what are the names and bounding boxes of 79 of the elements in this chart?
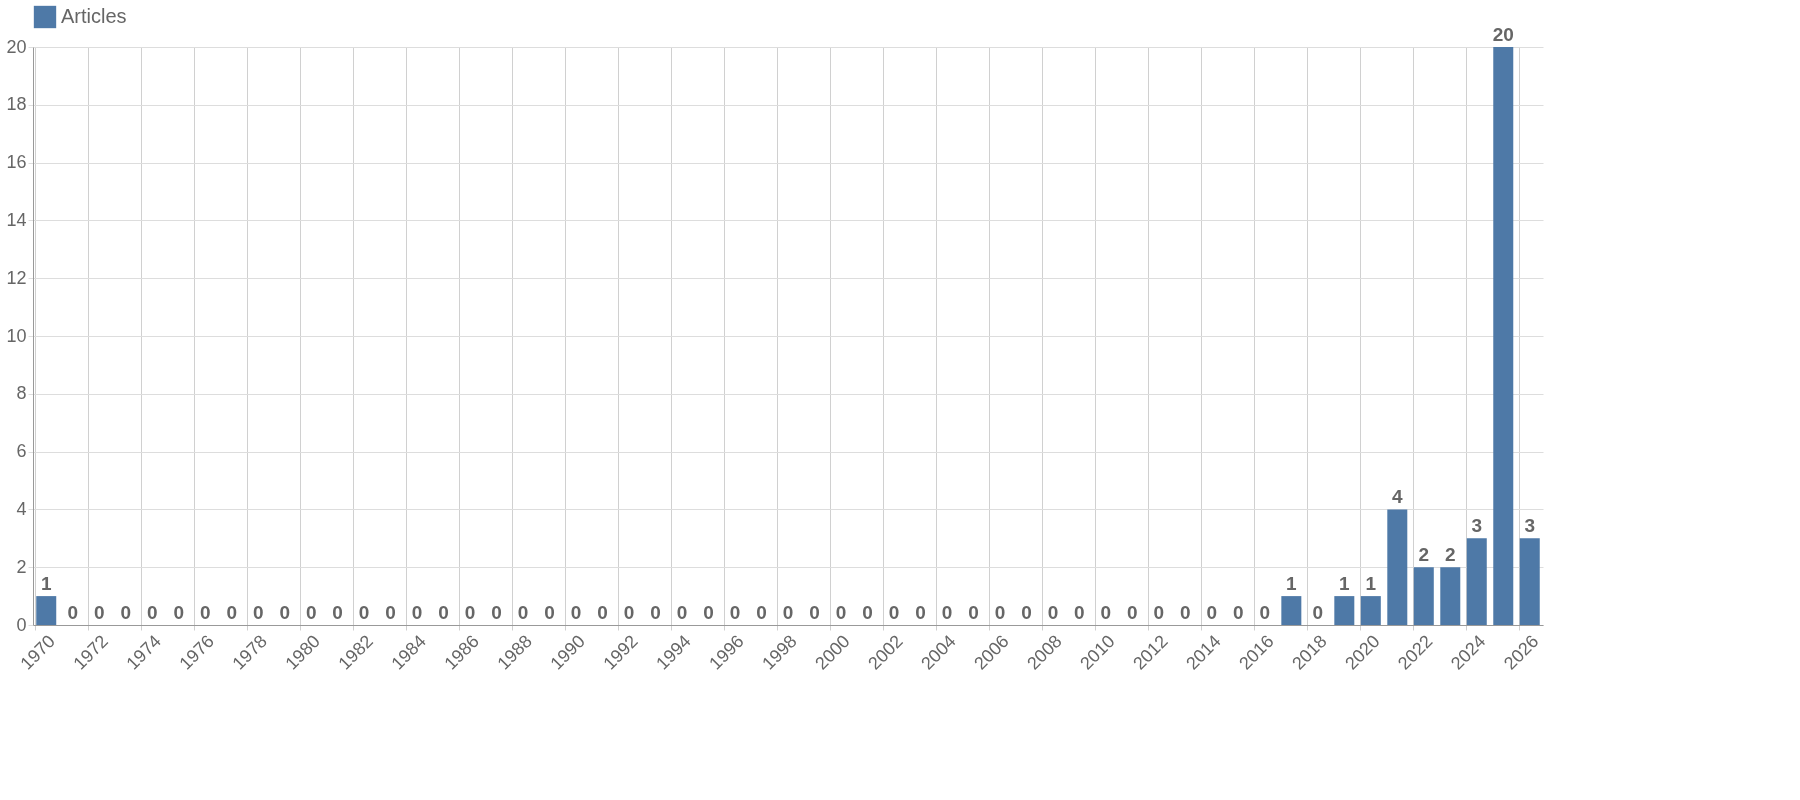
data-label: 1 (1339, 573, 1351, 595)
data-label: 0 (915, 602, 926, 623)
y-tick-label: 0 (16, 614, 27, 635)
data-label: 2 (1418, 544, 1430, 566)
bar (1493, 47, 1514, 625)
data-label: 0 (1074, 602, 1085, 623)
data-label: 0 (93, 602, 105, 623)
data-label: 0 (358, 602, 370, 623)
data-label: 0 (252, 602, 264, 623)
data-label: 0 (146, 602, 158, 623)
data-label: 0 (491, 602, 502, 623)
data-label: 0 (835, 602, 847, 623)
bar (1387, 509, 1408, 625)
bar (36, 596, 57, 625)
data-label: 0 (888, 602, 900, 623)
data-label: 0 (279, 602, 290, 623)
data-label: 0 (597, 602, 608, 623)
data-label: 0 (703, 602, 714, 623)
y-tick-label: 16 (6, 152, 27, 173)
data-label: 0 (623, 602, 635, 623)
data-label: 0 (1180, 602, 1191, 623)
bar (1413, 567, 1434, 625)
data-label: 0 (1021, 602, 1032, 623)
data-label: 0 (1206, 602, 1218, 623)
y-tick-label: 8 (16, 383, 27, 404)
data-label: 0 (570, 602, 582, 623)
data-label: 0 (1153, 602, 1165, 623)
data-label: 0 (968, 602, 979, 623)
y-tick-label: 18 (6, 94, 27, 115)
data-label: 3 (1524, 515, 1536, 537)
data-label: 0 (517, 602, 529, 623)
y-tick-label: 14 (6, 209, 27, 230)
bar (1334, 596, 1355, 625)
data-label: 0 (226, 602, 237, 623)
data-label: 1 (40, 573, 52, 595)
data-label: 0 (729, 602, 741, 623)
y-tick-label: 20 (6, 36, 27, 57)
bar (1360, 596, 1381, 625)
data-label: 2 (1444, 544, 1456, 566)
y-tick-label: 6 (16, 441, 27, 462)
legend-label: Articles (61, 5, 127, 27)
data-label: 0 (1259, 602, 1271, 623)
y-tick-label: 10 (6, 325, 27, 346)
data-label: 0 (332, 602, 343, 623)
data-label: 0 (411, 602, 423, 623)
data-label: 0 (1100, 602, 1112, 623)
bar (1281, 596, 1302, 625)
data-label: 0 (941, 602, 953, 623)
y-tick-label: 4 (16, 498, 27, 519)
data-label: 0 (438, 602, 449, 623)
y-tick-label: 12 (6, 267, 27, 288)
data-label: 0 (464, 602, 476, 623)
data-label: 0 (199, 602, 211, 623)
data-label: 0 (385, 602, 396, 623)
data-label: 0 (544, 602, 555, 623)
data-label: 0 (1312, 602, 1324, 623)
bar (1519, 538, 1540, 625)
data-label: 1 (1365, 573, 1377, 595)
bar (1466, 538, 1487, 625)
data-label: 0 (676, 602, 688, 623)
data-label: 0 (782, 602, 794, 623)
bar (1440, 567, 1461, 625)
data-label: 0 (809, 602, 820, 623)
data-label: 0 (994, 602, 1006, 623)
data-label: 0 (173, 602, 184, 623)
data-label: 0 (756, 602, 767, 623)
data-label: 1 (1286, 573, 1298, 595)
data-label: 0 (1047, 602, 1059, 623)
data-label: 0 (1233, 602, 1244, 623)
data-label: 0 (120, 602, 132, 623)
data-label: 0 (305, 602, 317, 623)
data-label: 0 (1127, 602, 1138, 623)
data-label: 0 (650, 602, 661, 623)
data-label: 0 (67, 602, 79, 623)
data-label: 4 (1392, 486, 1404, 508)
data-label: 20 (1492, 24, 1514, 45)
y-tick-label: 2 (16, 556, 27, 577)
data-label: 0 (862, 602, 873, 623)
data-label: 3 (1471, 515, 1483, 537)
